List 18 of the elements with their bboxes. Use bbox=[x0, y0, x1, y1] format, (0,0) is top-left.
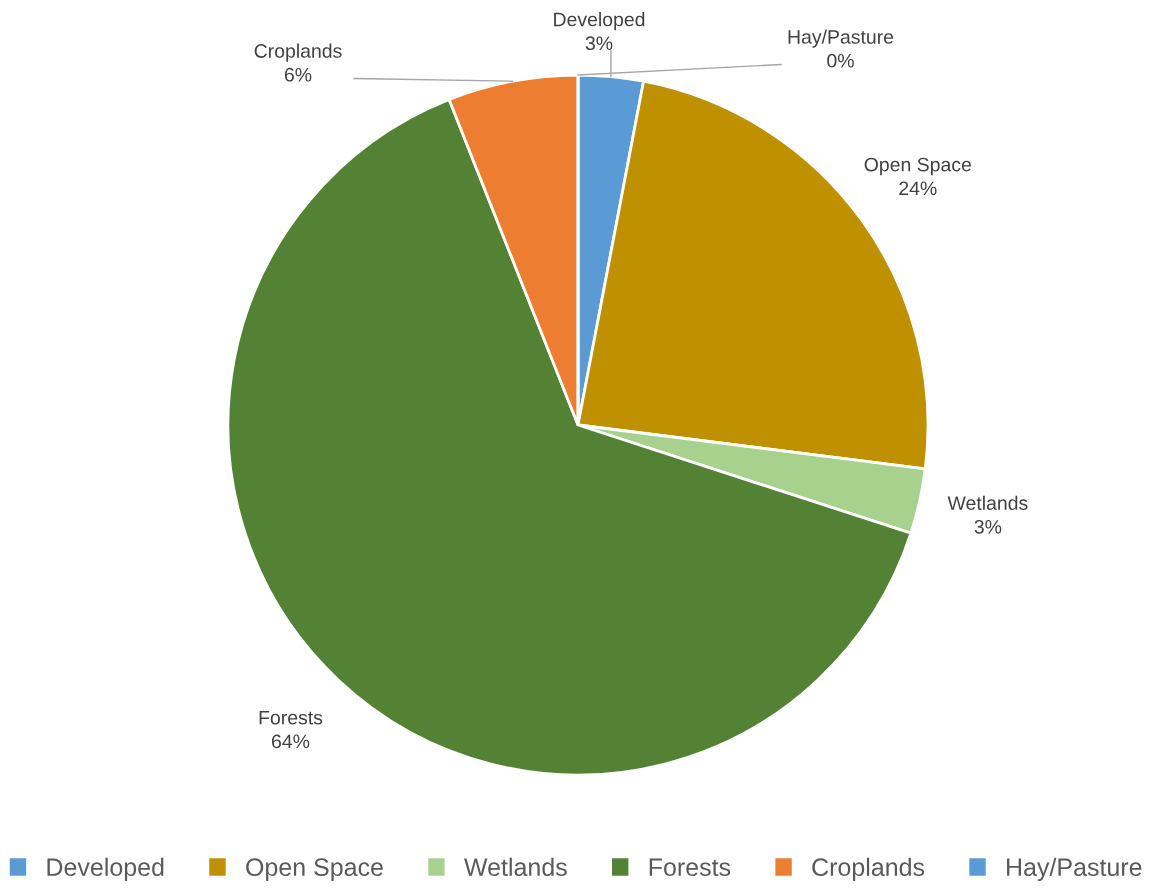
legend-label: Hay/Pasture bbox=[1007, 857, 1142, 881]
data-label: 3% bbox=[974, 519, 1002, 534]
data-label: 3% bbox=[585, 36, 613, 51]
category-label: Hay/Pasture bbox=[788, 29, 894, 48]
legend-label: Forests bbox=[649, 858, 731, 877]
legend-label: Developed bbox=[47, 857, 164, 881]
data-label: 24% bbox=[899, 181, 937, 196]
legend-label: Croplands bbox=[812, 857, 925, 881]
slice-label: Croplands bbox=[254, 43, 342, 62]
legend-label: Wetlands bbox=[464, 857, 567, 877]
slice-label: Open Space bbox=[864, 157, 971, 176]
legend-label: Open Space bbox=[246, 858, 383, 881]
text: 0% bbox=[827, 53, 854, 68]
slice-label: Forests bbox=[259, 710, 323, 725]
slice-label: Developed bbox=[554, 12, 645, 31]
data-label: 64% bbox=[272, 734, 310, 749]
slice-label: Wetlands bbox=[947, 495, 1028, 510]
data-label: 6% bbox=[284, 67, 312, 82]
